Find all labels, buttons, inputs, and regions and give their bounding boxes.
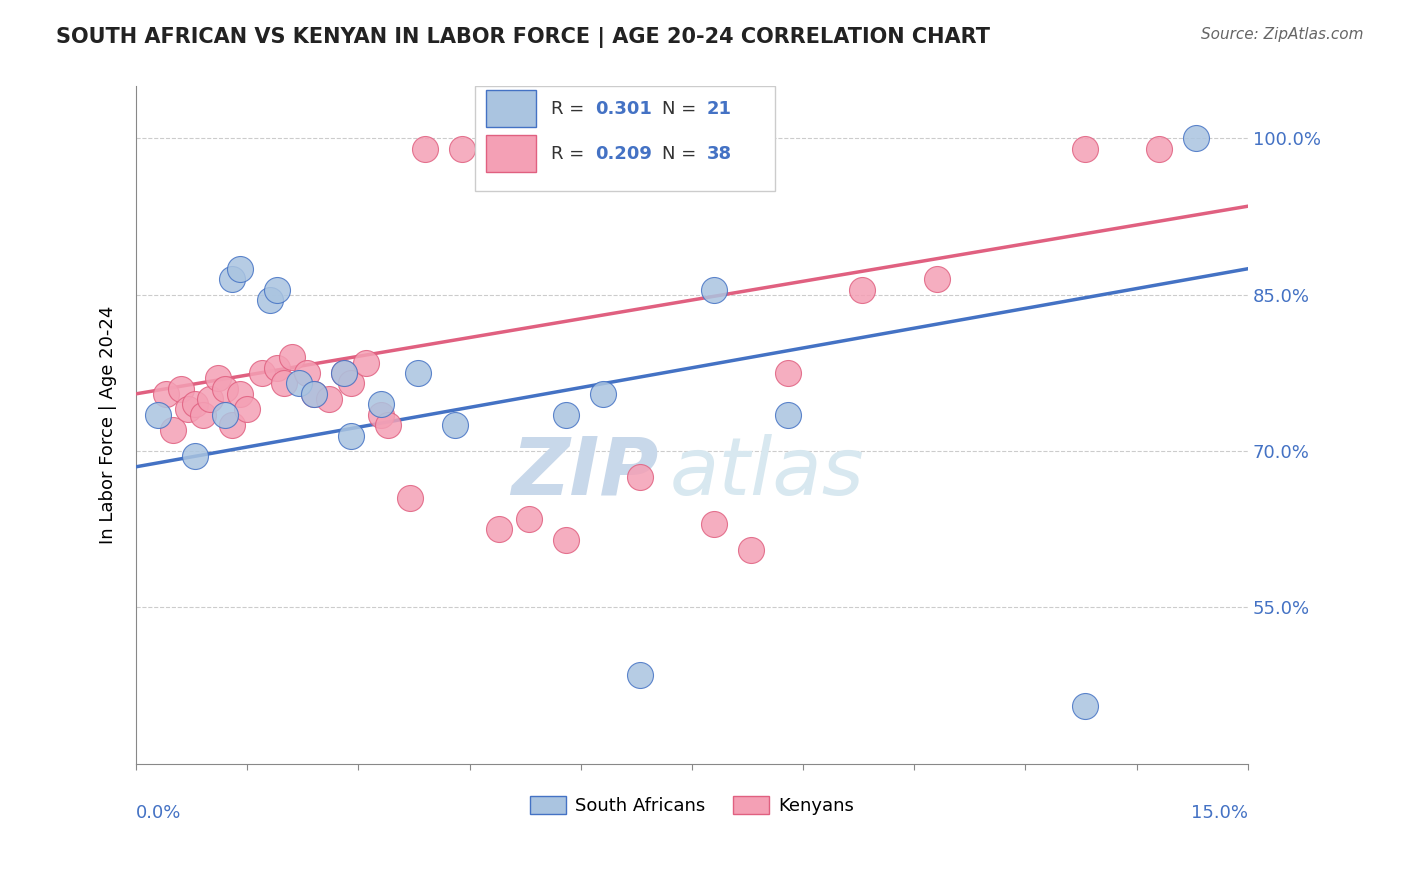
Text: 0.209: 0.209 — [595, 145, 652, 163]
Point — [302, 387, 325, 401]
Point — [413, 142, 436, 156]
Point — [229, 387, 252, 401]
Point — [354, 355, 377, 369]
Point — [273, 376, 295, 391]
Point — [302, 387, 325, 401]
Point — [778, 408, 800, 422]
Point — [517, 512, 540, 526]
Point — [332, 366, 354, 380]
Point — [155, 387, 177, 401]
Point — [250, 366, 273, 380]
Point — [214, 408, 236, 422]
Point — [592, 387, 614, 401]
Point — [406, 366, 429, 380]
Point — [266, 360, 288, 375]
Text: N =: N = — [662, 145, 702, 163]
Y-axis label: In Labor Force | Age 20-24: In Labor Force | Age 20-24 — [100, 306, 117, 544]
Text: Source: ZipAtlas.com: Source: ZipAtlas.com — [1201, 27, 1364, 42]
Point — [281, 351, 304, 365]
Point — [266, 283, 288, 297]
Point — [184, 450, 207, 464]
Point — [370, 397, 392, 411]
Point — [288, 376, 311, 391]
Text: ZIP: ZIP — [512, 434, 658, 511]
Point — [451, 142, 474, 156]
Point — [851, 283, 873, 297]
Point — [555, 533, 578, 547]
Text: atlas: atlas — [669, 434, 865, 511]
Point — [229, 261, 252, 276]
Text: 0.301: 0.301 — [595, 100, 652, 118]
Legend: South Africans, Kenyans: South Africans, Kenyans — [523, 789, 860, 822]
FancyBboxPatch shape — [475, 87, 775, 192]
Point — [318, 392, 340, 406]
Point — [332, 366, 354, 380]
Point — [377, 418, 399, 433]
Point — [148, 408, 170, 422]
Point — [628, 470, 651, 484]
Point — [177, 402, 200, 417]
Text: 15.0%: 15.0% — [1191, 805, 1249, 822]
Point — [1147, 142, 1170, 156]
Point — [207, 371, 229, 385]
Point — [1074, 699, 1097, 714]
Point — [221, 418, 243, 433]
Text: 0.0%: 0.0% — [136, 805, 181, 822]
Point — [162, 423, 184, 437]
Point — [1074, 142, 1097, 156]
Point — [169, 382, 191, 396]
FancyBboxPatch shape — [486, 135, 536, 172]
Text: 38: 38 — [706, 145, 731, 163]
Point — [443, 418, 465, 433]
Point — [703, 517, 725, 532]
Text: R =: R = — [551, 145, 589, 163]
Point — [628, 668, 651, 682]
Point — [740, 543, 762, 558]
Text: 21: 21 — [706, 100, 731, 118]
Point — [340, 376, 363, 391]
Point — [184, 397, 207, 411]
Point — [399, 491, 422, 505]
FancyBboxPatch shape — [486, 90, 536, 127]
Point — [370, 408, 392, 422]
Point — [221, 272, 243, 286]
Point — [925, 272, 948, 286]
Point — [295, 366, 318, 380]
Point — [778, 366, 800, 380]
Point — [1185, 131, 1208, 145]
Point — [703, 283, 725, 297]
Point — [200, 392, 222, 406]
Point — [236, 402, 259, 417]
Point — [488, 522, 510, 536]
Point — [340, 428, 363, 442]
Text: SOUTH AFRICAN VS KENYAN IN LABOR FORCE | AGE 20-24 CORRELATION CHART: SOUTH AFRICAN VS KENYAN IN LABOR FORCE |… — [56, 27, 990, 48]
Point — [191, 408, 214, 422]
Point — [555, 408, 578, 422]
Text: N =: N = — [662, 100, 702, 118]
Point — [259, 293, 281, 307]
Point — [214, 382, 236, 396]
Text: R =: R = — [551, 100, 589, 118]
